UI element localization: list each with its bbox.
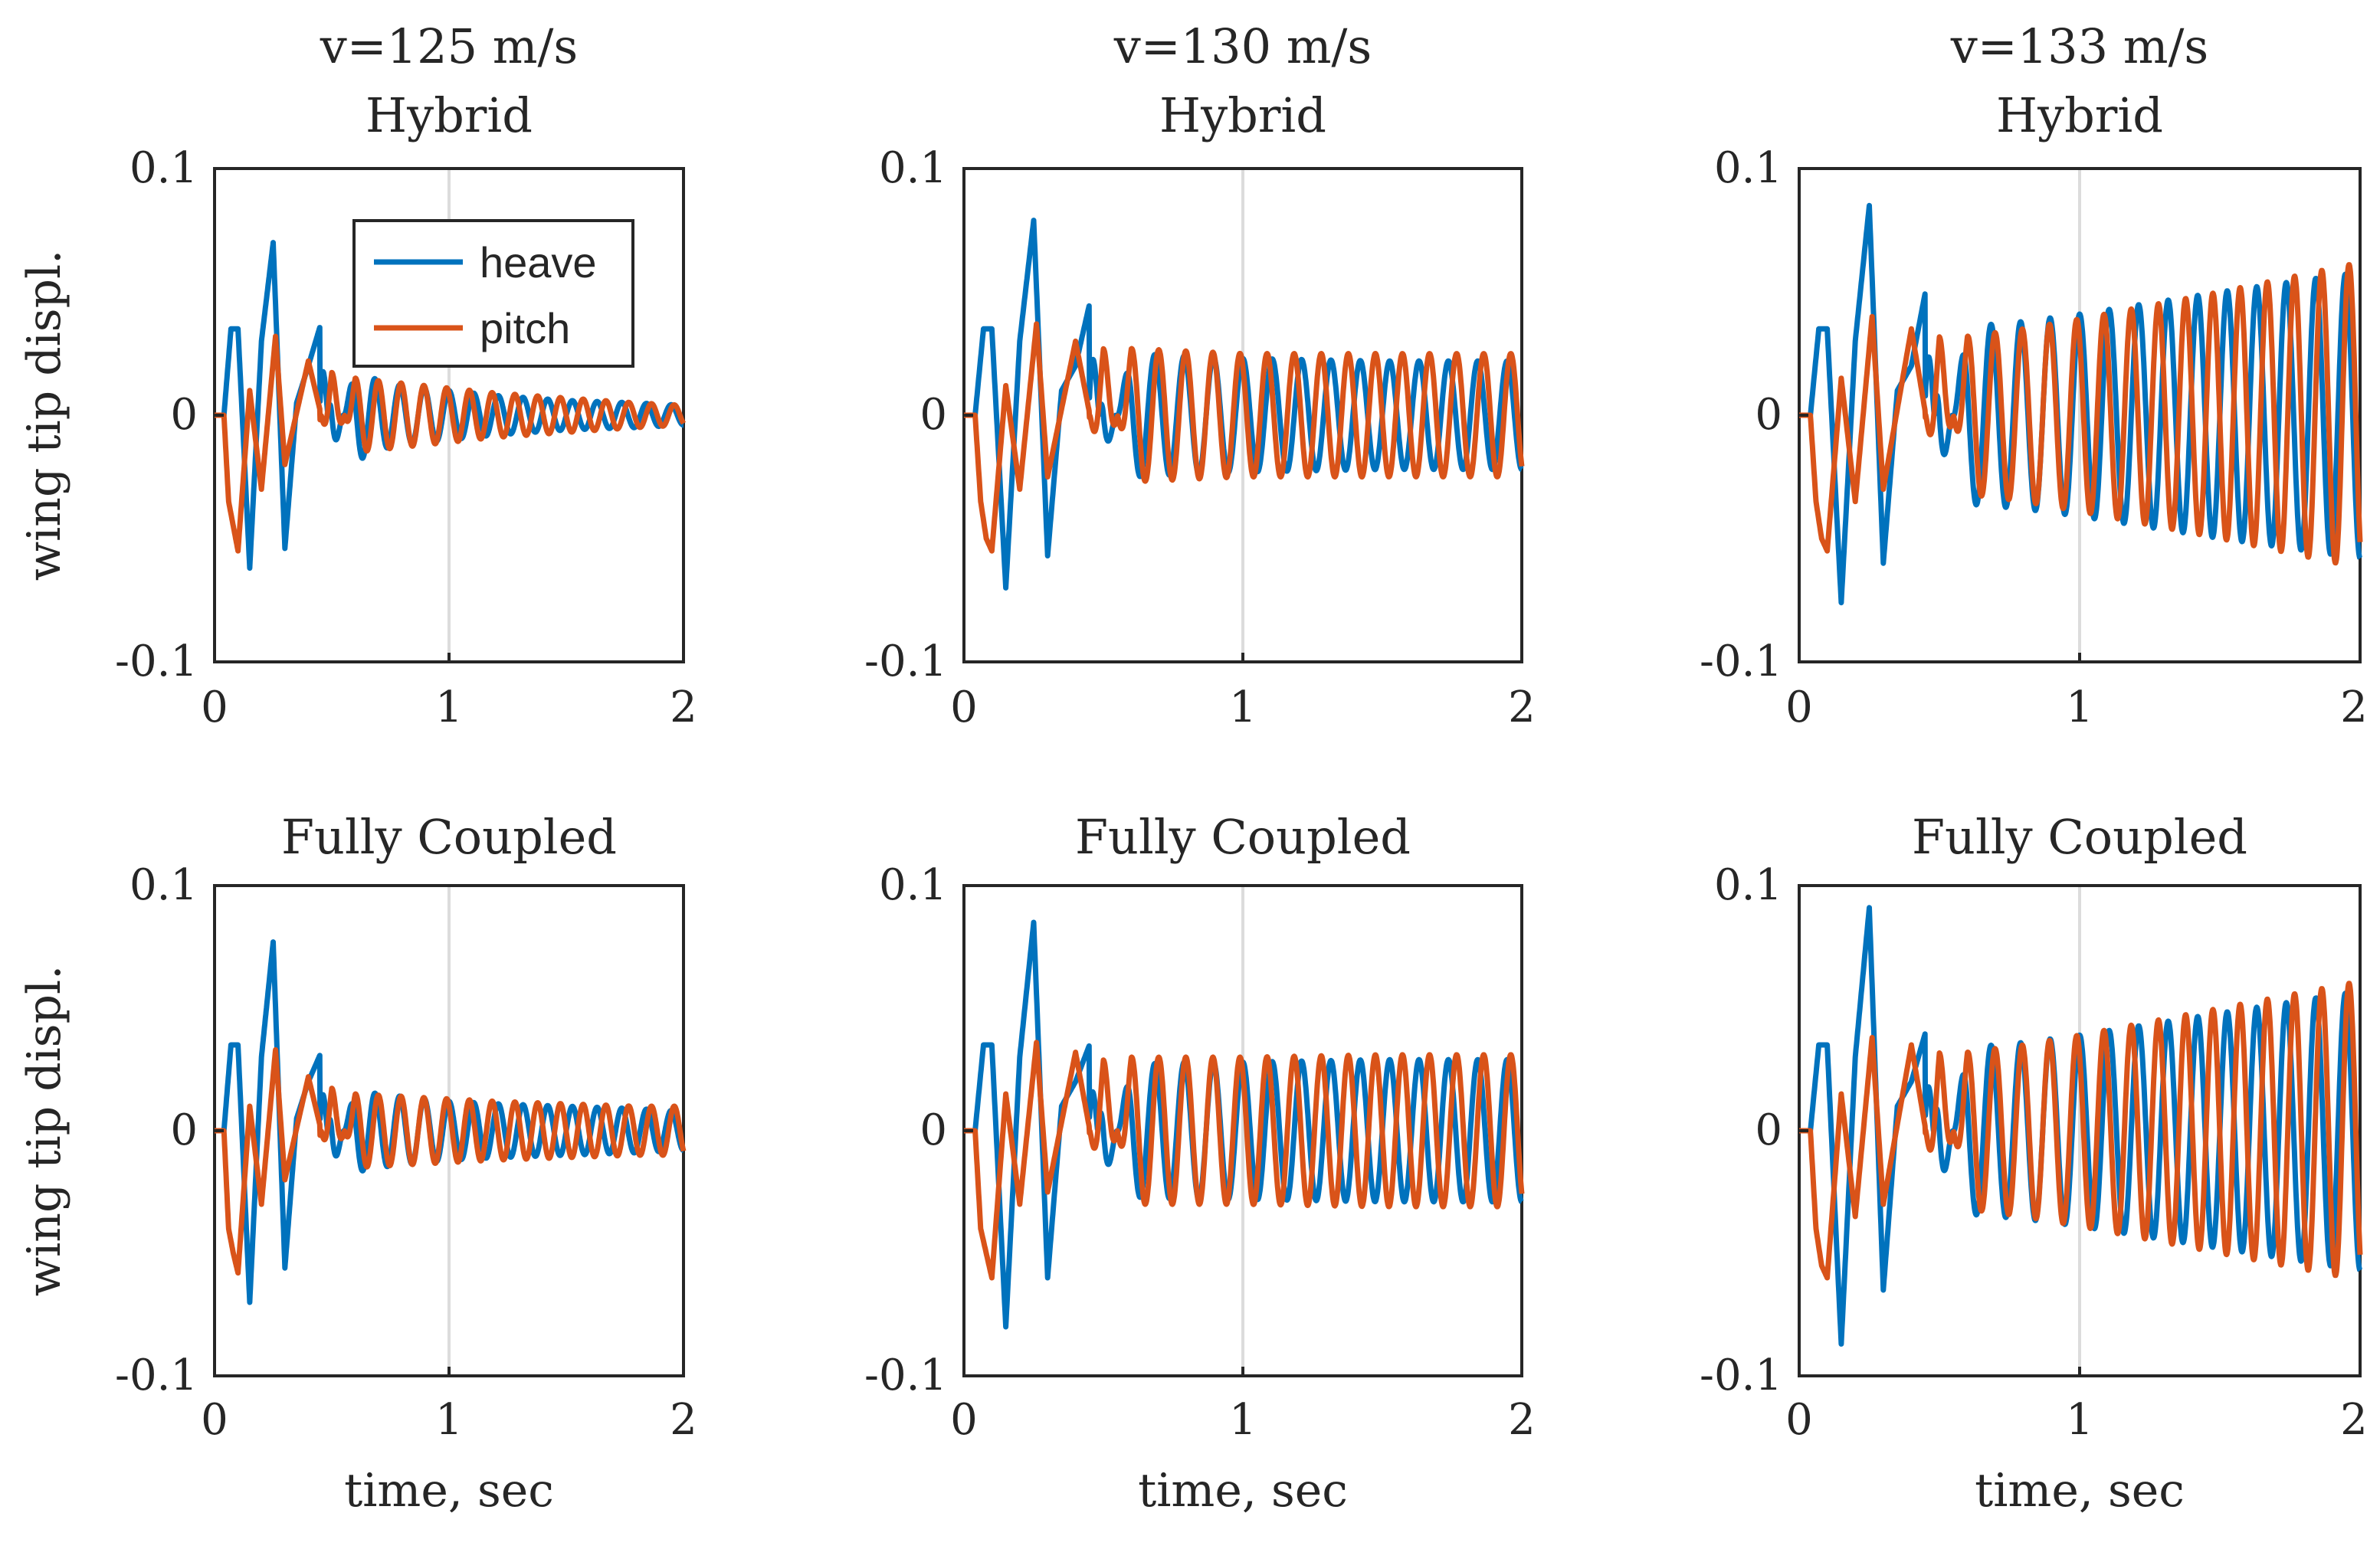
x-tick-label-0: 0 — [1785, 1395, 1813, 1445]
legend-label-heave: heave — [480, 238, 597, 287]
series-layer — [211, 240, 687, 571]
y-tick-label-bottom: -0.1 — [864, 1351, 947, 1400]
series-layer — [1797, 905, 2363, 1347]
series-layer — [962, 218, 1525, 591]
panel-title-line1: v=125 m/s — [320, 18, 579, 74]
legend-label-pitch: pitch — [480, 304, 570, 352]
y-tick-label-top: 0.1 — [1714, 143, 1782, 193]
series-line-pitch — [211, 1046, 687, 1276]
y-tick-label-zero: 0 — [1755, 1105, 1782, 1155]
y-tick-label-top: 0.1 — [129, 143, 198, 193]
panel-133-fully-coupled: Fully Coupled 0.1 0 -0.1 0 1 2 time, sec — [1700, 809, 2368, 1518]
y-tick-label-top: 0.1 — [879, 860, 947, 910]
series-line-pitch — [962, 321, 1525, 554]
series-line-pitch — [1797, 262, 2363, 566]
x-tick-label-2: 2 — [670, 683, 697, 732]
x-tick-label-0: 0 — [201, 1395, 228, 1445]
panel-125-hybrid: v=125 m/s Hybrid 0.1 0 -0.1 0 1 2 wing t… — [18, 18, 697, 732]
series-layer — [1797, 202, 2363, 606]
x-tick-label-0: 0 — [950, 683, 978, 732]
x-tick-label-0: 0 — [950, 1395, 978, 1445]
x-tick-label-1: 1 — [2066, 683, 2093, 732]
panel-130-hybrid: v=130 m/s Hybrid 0.1 0 -0.1 0 1 2 — [864, 18, 1536, 732]
x-axis-label: time, sec — [1975, 1464, 2185, 1518]
y-axis-label: wing tip displ. — [18, 250, 71, 581]
series-layer — [962, 919, 1525, 1330]
x-axis-label: time, sec — [344, 1464, 554, 1518]
panel-title-line2: Hybrid — [1159, 87, 1326, 143]
y-tick-label-bottom: -0.1 — [115, 1351, 198, 1400]
x-tick-label-1: 1 — [435, 1395, 463, 1445]
series-line-pitch — [1797, 981, 2363, 1281]
x-tick-label-1: 1 — [1229, 1395, 1257, 1445]
x-tick-label-0: 0 — [1785, 683, 1813, 732]
series-layer — [211, 939, 687, 1305]
x-tick-label-1: 1 — [1229, 683, 1257, 732]
y-axis-label: wing tip displ. — [18, 965, 71, 1297]
y-tick-label-bottom: -0.1 — [864, 637, 947, 686]
panel-133-hybrid: v=133 m/s Hybrid 0.1 0 -0.1 0 1 2 — [1700, 18, 2368, 732]
x-tick-label-2: 2 — [1508, 1395, 1536, 1445]
legend-box — [352, 219, 634, 368]
legend: heave pitch — [352, 219, 634, 368]
panel-title-line1: v=133 m/s — [1950, 18, 2209, 74]
panel-title: Fully Coupled — [281, 809, 617, 865]
y-tick-label-top: 0.1 — [129, 860, 198, 910]
panel-title-line1: v=130 m/s — [1113, 18, 1372, 74]
series-line-pitch — [962, 1040, 1525, 1281]
x-tick-label-1: 1 — [2066, 1395, 2093, 1445]
x-tick-label-2: 2 — [2340, 1395, 2368, 1445]
y-tick-label-zero: 0 — [170, 1105, 198, 1155]
series-line-pitch — [211, 333, 687, 554]
panel-125-fully-coupled: Fully Coupled 0.1 0 -0.1 0 1 2 wing tip … — [18, 809, 697, 1518]
y-tick-label-bottom: -0.1 — [1700, 1351, 1782, 1400]
x-tick-label-0: 0 — [201, 683, 228, 732]
panel-title-line2: Hybrid — [366, 87, 533, 143]
x-tick-label-2: 2 — [2340, 683, 2368, 732]
y-tick-label-zero: 0 — [1755, 390, 1782, 440]
x-tick-label-2: 2 — [670, 1395, 697, 1445]
x-tick-label-1: 1 — [435, 683, 463, 732]
panel-title: Fully Coupled — [1912, 809, 2247, 865]
y-tick-label-top: 0.1 — [879, 143, 947, 193]
panel-title: Fully Coupled — [1075, 809, 1411, 865]
y-tick-label-bottom: -0.1 — [1700, 637, 1782, 686]
panel-title-line2: Hybrid — [1996, 87, 2163, 143]
y-tick-label-top: 0.1 — [1714, 860, 1782, 910]
y-tick-label-zero: 0 — [920, 390, 947, 440]
y-tick-label-zero: 0 — [170, 390, 198, 440]
y-tick-label-zero: 0 — [920, 1105, 947, 1155]
x-tick-label-2: 2 — [1508, 683, 1536, 732]
y-tick-label-bottom: -0.1 — [115, 637, 198, 686]
panel-130-fully-coupled: Fully Coupled 0.1 0 -0.1 0 1 2 time, sec — [864, 809, 1536, 1518]
x-axis-label: time, sec — [1138, 1464, 1348, 1518]
